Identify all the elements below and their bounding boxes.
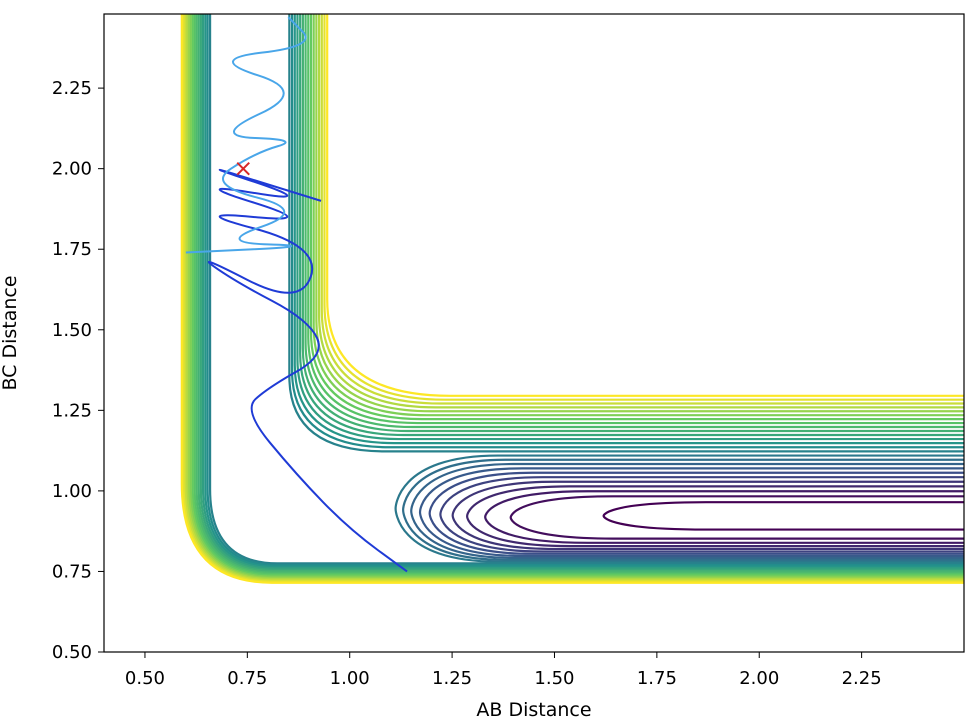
contour-line xyxy=(187,14,964,579)
x-tick-label: 1.75 xyxy=(637,668,677,689)
x-marker xyxy=(236,161,250,176)
contour-line xyxy=(418,467,964,558)
contour-line xyxy=(197,14,964,573)
trajectory-line xyxy=(208,168,408,573)
y-tick-label: 0.75 xyxy=(52,561,92,582)
contour-line xyxy=(410,462,964,560)
y-tick-label: 1.25 xyxy=(52,400,92,421)
contour-line xyxy=(509,495,964,540)
plot-frame xyxy=(103,13,965,653)
y-axis: 0.50 0.75 1.00 1.25 1.50 1.75 2.00 2.25 xyxy=(52,78,104,663)
y-tick-label: 2.25 xyxy=(52,78,92,99)
x-axis-label: AB Distance xyxy=(476,699,591,720)
contour-line xyxy=(184,14,964,582)
contour-line xyxy=(204,14,964,568)
contour-line xyxy=(199,14,964,571)
y-axis-label: BC Distance xyxy=(0,275,21,390)
contour-line xyxy=(180,14,964,584)
y-tick-label: 1.00 xyxy=(52,481,92,502)
contour-line xyxy=(182,14,964,583)
contour-line xyxy=(193,14,964,576)
contours xyxy=(180,14,964,584)
contour-line xyxy=(402,458,964,561)
x-tick-label: 1.25 xyxy=(432,668,472,689)
x-tick-label: 2.25 xyxy=(842,668,882,689)
y-tick-label: 1.50 xyxy=(52,320,92,341)
contour-line xyxy=(602,501,964,531)
x-tick-label: 0.50 xyxy=(125,668,165,689)
y-tick-label: 2.00 xyxy=(52,159,92,180)
y-tick-label: 0.50 xyxy=(52,642,92,663)
contour-line xyxy=(451,480,964,551)
x-tick-label: 1.00 xyxy=(330,668,370,689)
contour-line xyxy=(484,490,964,544)
y-tick-label: 1.75 xyxy=(52,239,92,260)
trajectory-lines xyxy=(185,16,408,573)
contour-line xyxy=(189,14,964,578)
contour-line xyxy=(466,485,964,548)
contour-line xyxy=(195,14,964,574)
contour-line xyxy=(394,454,964,563)
x-axis: 0.50 0.75 1.00 1.25 1.50 1.75 2.00 2.25 xyxy=(125,652,882,689)
start-marker xyxy=(236,161,250,176)
trajectory-line xyxy=(185,16,307,254)
contour-line xyxy=(208,14,964,565)
contour-line xyxy=(206,14,964,567)
x-tick-label: 2.00 xyxy=(739,668,779,689)
contour-line xyxy=(439,476,964,553)
contour-line xyxy=(201,14,964,570)
contour-line xyxy=(185,14,964,581)
contour-line xyxy=(191,14,964,577)
x-tick-label: 0.75 xyxy=(227,668,267,689)
x-tick-label: 1.50 xyxy=(534,668,574,689)
contour-line xyxy=(428,471,964,555)
